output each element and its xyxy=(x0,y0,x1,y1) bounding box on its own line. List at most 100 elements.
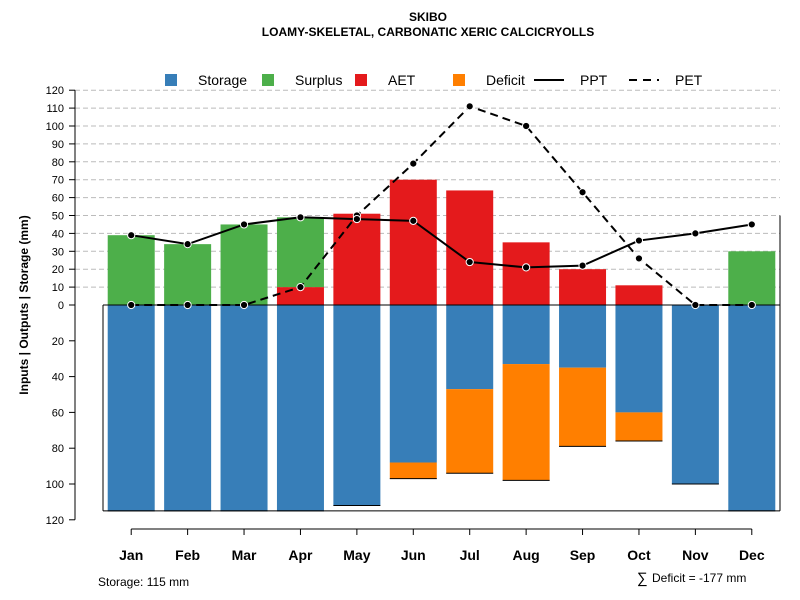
bar-storage xyxy=(671,305,719,484)
bar-aet xyxy=(502,242,550,305)
bar-storage xyxy=(502,305,550,365)
legend-swatch-aet xyxy=(355,74,367,86)
pet-point xyxy=(296,283,305,292)
x-tick-label: Sep xyxy=(570,547,596,563)
bar-aet xyxy=(389,179,437,305)
bar-storage xyxy=(559,305,607,368)
bar-storage xyxy=(389,305,437,463)
legend-label-storage: Storage xyxy=(198,72,247,88)
y-tick-label: 100 xyxy=(46,479,64,491)
y-axis: 1201101009080706050403020100204060801001… xyxy=(46,85,76,527)
bar-aet xyxy=(559,269,607,305)
y-tick-label: 30 xyxy=(52,246,64,258)
x-tick-label: Mar xyxy=(232,547,257,563)
legend-label-aet: AET xyxy=(388,72,416,88)
bar-surplus xyxy=(276,217,324,288)
x-tick-label: Jan xyxy=(119,547,143,563)
chart-title: SKIBO xyxy=(409,10,447,24)
y-tick-label: 120 xyxy=(46,85,64,97)
bar-deficit xyxy=(446,389,494,474)
bar-storage xyxy=(446,305,494,390)
y-tick-label: 120 xyxy=(46,515,64,527)
ppt-point xyxy=(522,263,531,272)
bar-deficit xyxy=(559,367,607,447)
bar-storage xyxy=(220,305,268,511)
bar-storage xyxy=(333,305,381,506)
pet-point xyxy=(522,121,531,131)
bar-storage xyxy=(276,305,324,511)
ppt-point xyxy=(578,261,587,270)
bar-deficit xyxy=(502,364,550,481)
pet-line xyxy=(131,105,752,306)
pet-point xyxy=(183,300,192,310)
bar-storage xyxy=(107,305,155,511)
pet-point xyxy=(691,300,700,310)
bar-aet xyxy=(615,285,663,305)
bar-aet xyxy=(446,190,494,305)
y-tick-label: 10 xyxy=(52,282,64,294)
y-tick-label: 80 xyxy=(52,157,64,169)
bar-storage xyxy=(164,305,212,511)
bar-storage xyxy=(728,305,776,511)
bar-surplus xyxy=(164,244,212,305)
chart-subtitle: LOAMY-SKELETAL, CARBONATIC XERIC CALCICR… xyxy=(262,25,594,39)
ppt-point xyxy=(634,236,644,245)
ppt-point xyxy=(296,213,305,222)
y-tick-label: 0 xyxy=(58,300,64,312)
y-axis-label: Inputs | Outputs | Storage (mm) xyxy=(17,215,31,394)
bar-surplus xyxy=(220,224,268,305)
ppt-point xyxy=(747,220,756,229)
x-axis: Jan Feb Mar Apr May Jun Jul Aug Sep Oct Nov Dec xyxy=(119,528,765,563)
y-tick-label: 40 xyxy=(52,228,64,240)
ppt-point xyxy=(352,214,361,224)
y-tick-label: 40 xyxy=(52,372,64,384)
bar-surplus xyxy=(728,251,776,305)
bars xyxy=(102,179,781,512)
y-tick-label: 20 xyxy=(52,336,64,348)
ppt-point xyxy=(183,240,192,249)
x-tick-label: Apr xyxy=(288,547,313,563)
legend: Storage Surplus AET Deficit PPT PET xyxy=(165,72,703,88)
series-lines xyxy=(127,102,756,310)
ppt-point xyxy=(465,257,474,267)
x-tick-label: Aug xyxy=(513,547,540,563)
y-tick-label: 20 xyxy=(52,264,64,276)
ppt-point xyxy=(127,231,136,240)
ppt-line xyxy=(131,216,752,269)
x-tick-label: Feb xyxy=(175,547,200,563)
deficit-sum-symbol: ∑ xyxy=(637,570,648,587)
pet-point xyxy=(465,102,474,111)
x-tick-label: Dec xyxy=(739,547,765,563)
x-tick-label: Jun xyxy=(401,547,426,563)
y-tick-label: 60 xyxy=(52,193,64,205)
y-tick-label: 70 xyxy=(52,175,64,187)
legend-swatch-storage xyxy=(165,74,177,86)
storage-note: Storage: 115 mm xyxy=(98,575,189,589)
bar-surplus xyxy=(107,235,155,305)
y-tick-label: 100 xyxy=(46,121,64,133)
ppt-point xyxy=(239,220,249,229)
deficit-note: Deficit = -177 mm xyxy=(652,571,746,585)
y-tick-label: 110 xyxy=(46,103,64,115)
ppt-point xyxy=(409,216,418,225)
pet-point xyxy=(634,254,644,263)
pet-point xyxy=(578,188,587,197)
legend-label-surplus: Surplus xyxy=(295,72,342,88)
legend-label-ppt: PPT xyxy=(580,72,608,88)
bar-deficit xyxy=(615,412,663,442)
pet-point xyxy=(127,300,136,310)
pet-point xyxy=(747,300,756,310)
legend-label-deficit: Deficit xyxy=(486,72,525,88)
y-tick-label: 50 xyxy=(52,211,64,223)
bar-deficit xyxy=(389,462,437,479)
legend-label-pet: PET xyxy=(675,72,703,88)
y-tick-label: 80 xyxy=(52,443,64,455)
y-tick-label: 60 xyxy=(52,407,64,419)
legend-swatch-surplus xyxy=(262,74,274,86)
bar-storage xyxy=(615,305,663,413)
pet-point xyxy=(239,300,249,310)
x-tick-label: Jul xyxy=(460,547,480,563)
x-tick-label: Nov xyxy=(682,547,709,563)
legend-swatch-deficit xyxy=(453,74,465,86)
